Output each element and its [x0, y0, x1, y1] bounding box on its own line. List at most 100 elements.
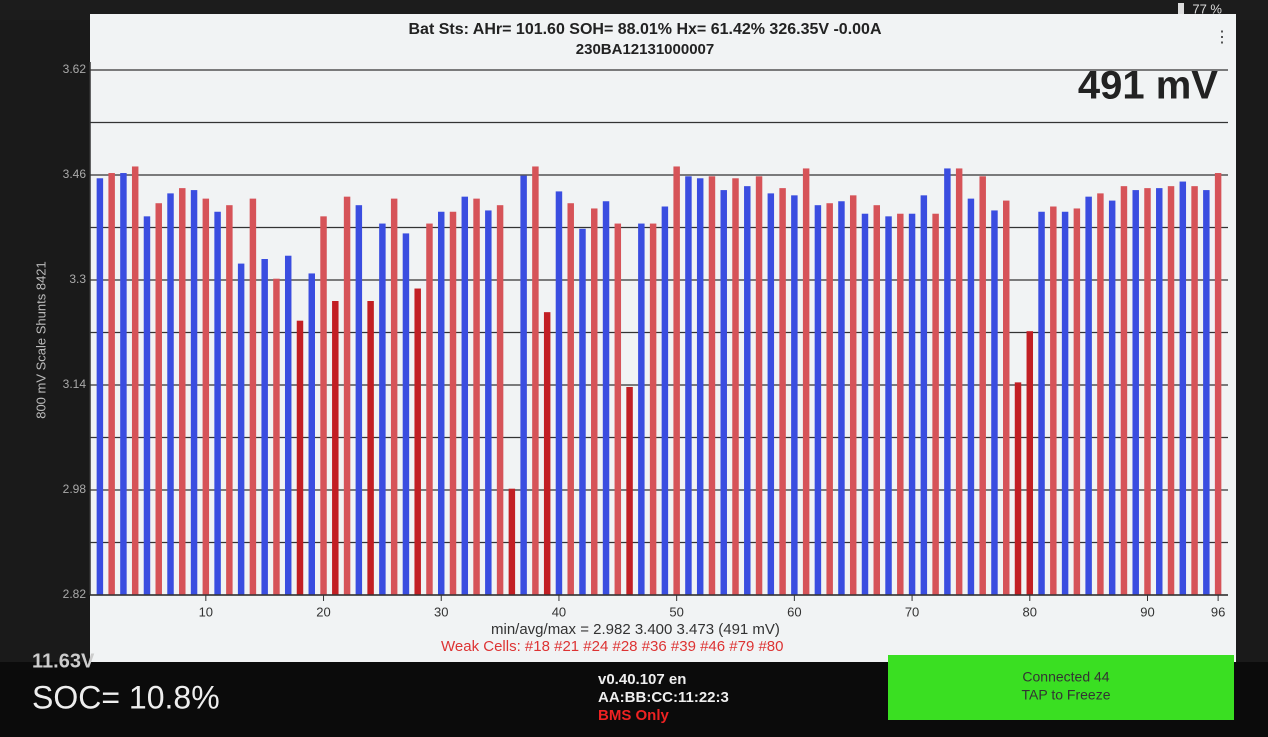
bar: [591, 208, 598, 595]
bar: [826, 203, 833, 595]
bar: [485, 210, 492, 595]
bar: [673, 166, 680, 595]
bar: [1003, 200, 1010, 595]
x-tick-label: 40: [552, 604, 566, 619]
mac: AA:BB:CC:11:22:3: [598, 689, 729, 706]
y-tick-label: 3.62: [63, 62, 87, 76]
bar: [332, 301, 339, 595]
bar: [814, 205, 822, 595]
bar: [1026, 331, 1034, 595]
bar: [873, 205, 880, 595]
bar: [861, 213, 869, 595]
bar: [967, 198, 975, 595]
bar: [767, 193, 775, 595]
bar: [155, 203, 162, 595]
menu-icon[interactable]: ⋮: [1214, 29, 1230, 46]
bar: [661, 206, 669, 595]
bar: [473, 198, 480, 595]
bar: [508, 488, 516, 595]
x-tick-label: 60: [787, 604, 801, 619]
bar: [520, 175, 527, 595]
bar: [120, 173, 127, 595]
bar: [532, 166, 539, 595]
bar: [932, 213, 939, 595]
bar: [108, 173, 115, 595]
x-tick-label: 70: [905, 604, 919, 619]
soc: SOC= 10.8%: [32, 679, 220, 715]
x-tick-label: 80: [1023, 604, 1037, 619]
bar: [908, 213, 916, 595]
freeze-button[interactable]: [888, 655, 1234, 720]
bar: [1191, 186, 1198, 595]
bar: [979, 176, 986, 595]
x-tick-label: 30: [434, 604, 448, 619]
y-tick-label: 3.46: [63, 167, 87, 181]
bar: [1144, 188, 1151, 595]
bar: [131, 166, 139, 595]
bar: [1214, 173, 1222, 595]
bar: [226, 205, 233, 595]
bar: [614, 223, 622, 595]
bar: [897, 213, 904, 595]
bar: [496, 205, 504, 595]
bar: [920, 195, 928, 595]
bar: [167, 193, 174, 595]
bar: [143, 216, 151, 595]
bar: [1120, 186, 1128, 595]
bar: [626, 386, 633, 595]
bar: [390, 198, 398, 595]
bar: [96, 178, 104, 595]
x-tick-label: 20: [316, 604, 330, 619]
bar: [602, 201, 610, 595]
button-line[interactable]: Connected 44: [1022, 669, 1109, 685]
stats: min/avg/max = 2.982 3.400 3.473 (491 mV): [491, 621, 780, 638]
bar: [543, 312, 551, 595]
mode: BMS Only: [598, 707, 669, 724]
bar: [1085, 196, 1092, 595]
bar: [190, 190, 198, 595]
bar: [261, 259, 268, 595]
bar: [249, 198, 257, 595]
bar: [449, 211, 457, 595]
bar: [955, 168, 963, 595]
bar: [791, 195, 798, 595]
y-tick-label: 3.14: [63, 377, 87, 391]
bar: [744, 186, 751, 595]
y-tick-label: 2.82: [63, 587, 87, 601]
bar: [414, 288, 421, 595]
bar: [367, 301, 374, 595]
bar: [802, 168, 810, 595]
bar: [838, 201, 845, 595]
spread: 491 mV: [1078, 64, 1218, 108]
bar: [296, 320, 304, 595]
bar: [567, 203, 574, 595]
bar: [1061, 211, 1069, 595]
bar: [638, 223, 645, 595]
bar: [1203, 190, 1210, 595]
bar: [708, 176, 716, 595]
bar: [1073, 208, 1081, 595]
bar: [649, 223, 657, 595]
bar: [179, 188, 186, 595]
bar: [438, 211, 445, 595]
x-tick-label: 10: [199, 604, 213, 619]
y-tick-label: 3.3: [69, 272, 86, 286]
button-line[interactable]: TAP to Freeze: [1022, 687, 1111, 703]
version: v0.40.107 en: [598, 671, 686, 688]
bar: [1167, 186, 1175, 595]
bar: [355, 205, 363, 595]
x-tick-label: 90: [1140, 604, 1154, 619]
bar: [402, 233, 410, 595]
voltage: 11.63V: [32, 650, 95, 672]
bar: [1097, 193, 1104, 595]
bar: [555, 191, 563, 595]
bar: [214, 211, 221, 595]
bar: [1014, 382, 1022, 595]
bar: [1038, 211, 1045, 595]
bar: [579, 228, 586, 595]
bar: [308, 273, 315, 595]
bar: [991, 210, 998, 595]
x-tick-label: 50: [669, 604, 683, 619]
bar: [343, 196, 351, 595]
battery-level: 77 %: [1192, 1, 1222, 16]
